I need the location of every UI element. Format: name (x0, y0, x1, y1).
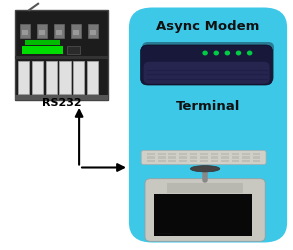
FancyBboxPatch shape (232, 153, 239, 155)
FancyBboxPatch shape (200, 156, 208, 158)
FancyBboxPatch shape (147, 156, 155, 158)
FancyBboxPatch shape (253, 156, 260, 158)
FancyBboxPatch shape (145, 179, 265, 241)
FancyBboxPatch shape (20, 24, 30, 38)
FancyBboxPatch shape (232, 160, 239, 162)
FancyBboxPatch shape (71, 24, 81, 38)
FancyBboxPatch shape (168, 160, 176, 162)
FancyBboxPatch shape (90, 30, 96, 35)
FancyBboxPatch shape (221, 160, 229, 162)
FancyBboxPatch shape (32, 61, 43, 94)
FancyBboxPatch shape (253, 160, 260, 162)
FancyBboxPatch shape (168, 153, 176, 155)
Circle shape (225, 51, 229, 55)
FancyBboxPatch shape (73, 30, 79, 35)
FancyBboxPatch shape (22, 30, 28, 35)
FancyBboxPatch shape (158, 153, 166, 155)
FancyBboxPatch shape (87, 61, 98, 94)
FancyBboxPatch shape (190, 153, 197, 155)
FancyBboxPatch shape (22, 46, 63, 54)
FancyBboxPatch shape (179, 160, 187, 162)
FancyBboxPatch shape (147, 153, 155, 155)
FancyBboxPatch shape (211, 156, 218, 158)
FancyBboxPatch shape (54, 24, 64, 38)
FancyBboxPatch shape (18, 61, 29, 94)
FancyBboxPatch shape (179, 153, 187, 155)
Text: Terminal: Terminal (176, 100, 240, 113)
FancyBboxPatch shape (200, 160, 208, 162)
FancyBboxPatch shape (168, 156, 176, 158)
FancyBboxPatch shape (242, 160, 250, 162)
Text: RS232: RS232 (42, 98, 81, 108)
FancyBboxPatch shape (158, 156, 166, 158)
FancyBboxPatch shape (141, 150, 266, 164)
Circle shape (248, 51, 252, 55)
FancyBboxPatch shape (190, 156, 197, 158)
FancyBboxPatch shape (154, 194, 252, 235)
FancyBboxPatch shape (15, 56, 108, 59)
FancyBboxPatch shape (147, 160, 155, 162)
FancyBboxPatch shape (232, 156, 239, 158)
Circle shape (203, 51, 207, 55)
FancyBboxPatch shape (15, 10, 108, 100)
Circle shape (236, 51, 241, 55)
FancyBboxPatch shape (200, 153, 208, 155)
FancyBboxPatch shape (190, 160, 197, 162)
FancyBboxPatch shape (144, 62, 270, 84)
FancyBboxPatch shape (73, 61, 84, 94)
FancyBboxPatch shape (158, 160, 166, 162)
FancyBboxPatch shape (179, 156, 187, 158)
FancyBboxPatch shape (167, 182, 243, 193)
FancyBboxPatch shape (211, 153, 218, 155)
FancyBboxPatch shape (221, 156, 229, 158)
FancyBboxPatch shape (242, 156, 250, 158)
FancyBboxPatch shape (221, 153, 229, 155)
FancyBboxPatch shape (37, 24, 47, 38)
FancyBboxPatch shape (67, 46, 80, 54)
FancyBboxPatch shape (242, 153, 250, 155)
Ellipse shape (190, 166, 220, 172)
FancyBboxPatch shape (39, 30, 45, 35)
FancyBboxPatch shape (129, 8, 287, 242)
FancyBboxPatch shape (142, 42, 274, 82)
FancyBboxPatch shape (141, 45, 272, 85)
Text: Async Modem: Async Modem (156, 20, 260, 33)
FancyBboxPatch shape (15, 94, 108, 100)
FancyBboxPatch shape (59, 61, 71, 94)
FancyBboxPatch shape (56, 30, 62, 35)
FancyBboxPatch shape (211, 160, 218, 162)
FancyBboxPatch shape (88, 24, 98, 38)
FancyBboxPatch shape (25, 40, 60, 45)
FancyBboxPatch shape (46, 61, 57, 94)
Circle shape (214, 51, 218, 55)
FancyBboxPatch shape (253, 153, 260, 155)
